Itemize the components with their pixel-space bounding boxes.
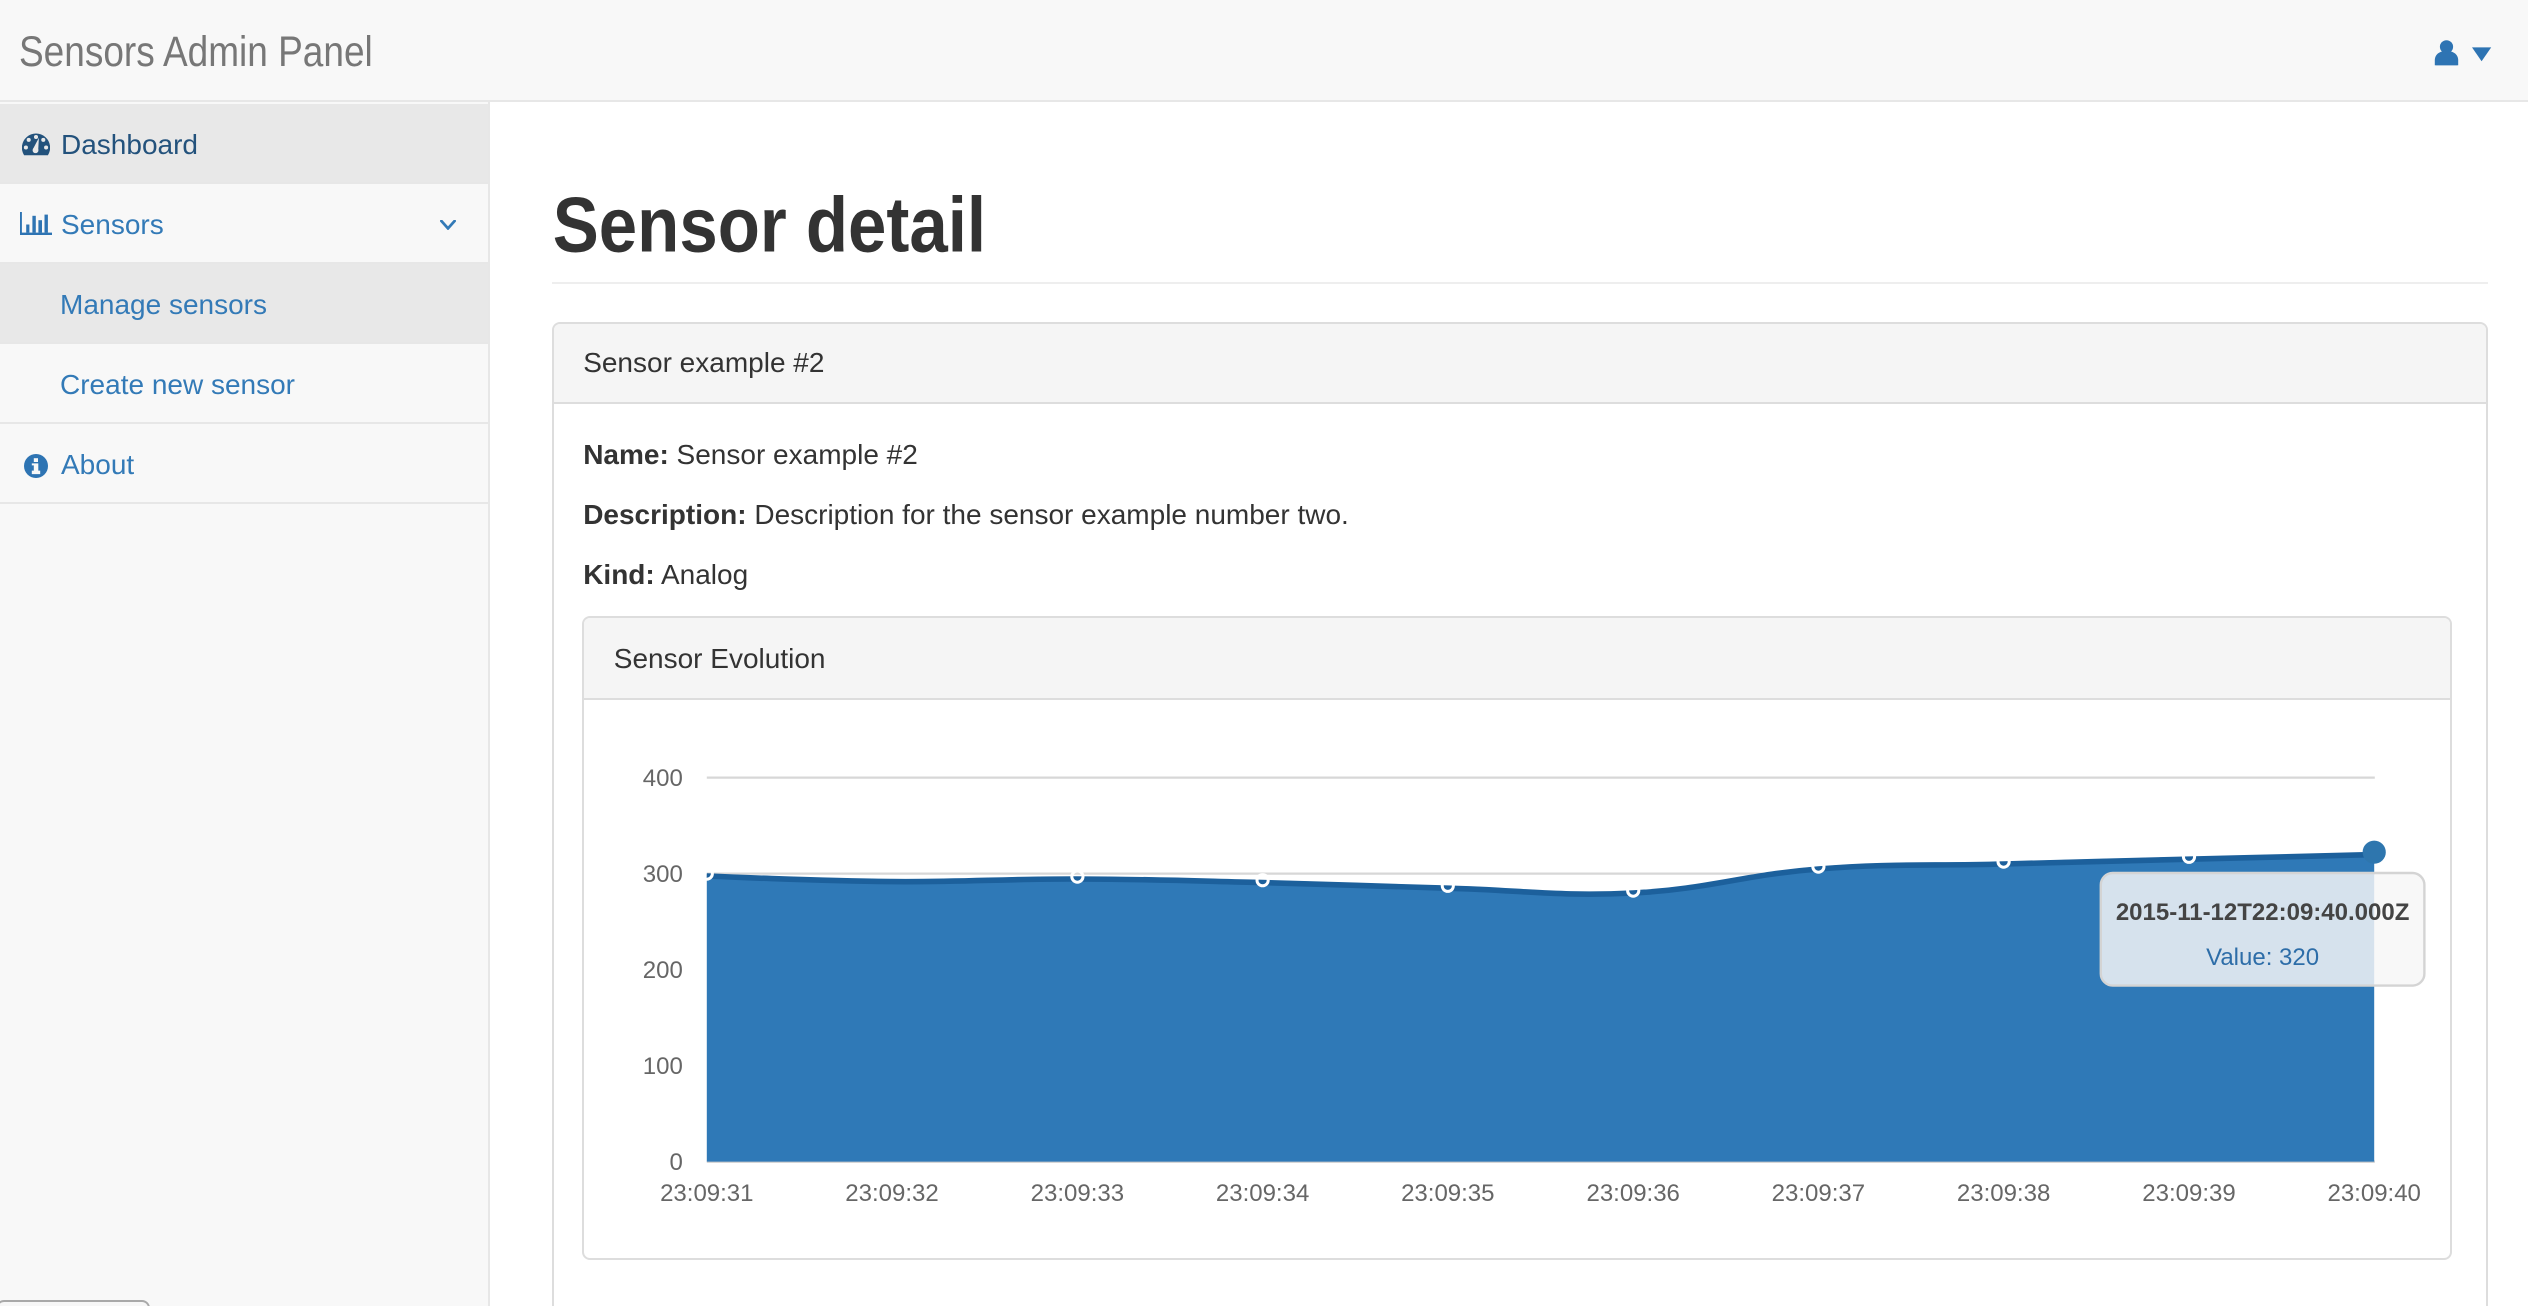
svg-text:400: 400 [642, 765, 682, 792]
svg-text:23:09:31: 23:09:31 [659, 1181, 752, 1208]
svg-text:23:09:32: 23:09:32 [844, 1181, 937, 1208]
svg-text:200: 200 [642, 957, 682, 984]
svg-text:23:09:36: 23:09:36 [1586, 1181, 1679, 1208]
svg-text:300: 300 [642, 861, 682, 888]
svg-text:0: 0 [669, 1149, 682, 1176]
svg-text:100: 100 [642, 1053, 682, 1080]
svg-text:23:09:37: 23:09:37 [1771, 1181, 1864, 1208]
svg-text:23:09:38: 23:09:38 [1956, 1181, 2049, 1208]
svg-text:23:09:39: 23:09:39 [2141, 1181, 2234, 1208]
svg-text:23:09:40: 23:09:40 [2327, 1181, 2420, 1208]
svg-text:23:09:34: 23:09:34 [1215, 1181, 1308, 1208]
svg-text:Value: 320: Value: 320 [2205, 944, 2318, 971]
svg-text:23:09:33: 23:09:33 [1030, 1181, 1123, 1208]
svg-text:23:09:35: 23:09:35 [1400, 1181, 1493, 1208]
svg-text:2015-11-12T22:09:40.000Z: 2015-11-12T22:09:40.000Z [2115, 900, 2409, 927]
